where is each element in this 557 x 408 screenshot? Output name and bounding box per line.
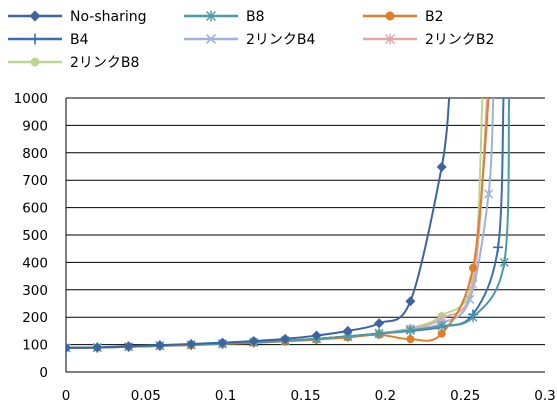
data-point — [186, 339, 197, 350]
x-tick-label: 0.1 — [215, 388, 236, 404]
data-point — [374, 328, 384, 339]
y-tick-label: 800 — [22, 146, 48, 162]
data-point — [468, 263, 477, 272]
x-tick-label: 0.25 — [450, 388, 480, 404]
y-tick-label: 600 — [22, 201, 48, 217]
data-point — [437, 320, 447, 331]
legend-marker — [206, 10, 216, 22]
legend-label: B8 — [246, 9, 265, 25]
data-point — [92, 342, 103, 353]
data-point — [484, 189, 494, 199]
data-point — [311, 330, 322, 341]
legend-label: 2リンクB4 — [246, 32, 316, 48]
legend-item: 2リンクB2 — [363, 32, 494, 48]
plot-area — [66, 98, 511, 353]
legend-label: 2リンクB2 — [425, 32, 494, 48]
legend-label: B2 — [425, 9, 444, 25]
legend-label: B4 — [70, 32, 89, 48]
data-point — [123, 341, 134, 352]
y-tick-label: 100 — [22, 338, 48, 354]
data-point — [154, 340, 165, 351]
x-tick-label: 0.2 — [375, 388, 396, 404]
data-point — [405, 296, 416, 307]
gridlines — [66, 97, 545, 346]
legend-marker — [29, 33, 41, 45]
data-point — [465, 294, 475, 304]
legend-label: No-sharing — [70, 9, 147, 25]
data-point — [493, 242, 504, 253]
data-point — [405, 325, 415, 336]
data-point — [374, 318, 385, 329]
legend: No-sharing B8 B2 B4 2リンクB4 2リンクB2 2リンクB8 — [8, 9, 494, 71]
legend-marker — [29, 10, 41, 22]
data-point — [280, 333, 291, 344]
legend-item: B4 — [8, 32, 89, 48]
data-point — [406, 335, 415, 344]
x-tick-label: 0.3 — [534, 388, 555, 404]
axes — [65, 98, 545, 373]
y-tick-label: 0 — [39, 365, 48, 381]
legend-marker — [385, 11, 395, 21]
data-point — [437, 329, 446, 338]
y-tick-label: 500 — [22, 228, 48, 244]
data-point — [468, 312, 478, 323]
y-tick-label: 700 — [22, 173, 48, 189]
y-tick-label: 200 — [22, 310, 48, 326]
data-point — [217, 337, 228, 348]
legend-item: No-sharing — [8, 9, 147, 25]
data-point — [342, 325, 353, 336]
data-point — [499, 257, 509, 268]
legend-marker — [385, 33, 395, 45]
x-tick-labels: 0 0.05 0.1 0.15 0.2 0.25 0.3 — [62, 388, 556, 404]
legend-label: 2リンクB8 — [70, 55, 139, 71]
x-tick-label: 0.05 — [131, 388, 161, 404]
y-tick-label: 1000 — [14, 91, 48, 107]
legend-item: 2リンクB8 — [8, 55, 139, 71]
data-point — [248, 336, 259, 347]
y-tick-label: 900 — [22, 118, 48, 134]
data-point — [436, 162, 447, 173]
x-tick-label: 0 — [62, 388, 71, 404]
y-tick-label: 400 — [22, 255, 48, 271]
series-0 — [66, 98, 451, 353]
legend-item: 2リンクB4 — [184, 32, 316, 48]
series-line — [66, 98, 451, 349]
y-tick-label: 300 — [22, 283, 48, 299]
legend-marker — [205, 33, 217, 45]
data-point — [66, 342, 71, 353]
data-point — [66, 342, 71, 353]
legend-item: B8 — [184, 9, 265, 25]
x-tick-label: 0.15 — [290, 388, 320, 404]
y-tick-labels: 0 100 200 300 400 500 600 700 800 900 1000 — [14, 91, 48, 381]
legend-marker — [30, 57, 40, 67]
legend-item: B2 — [363, 9, 444, 25]
